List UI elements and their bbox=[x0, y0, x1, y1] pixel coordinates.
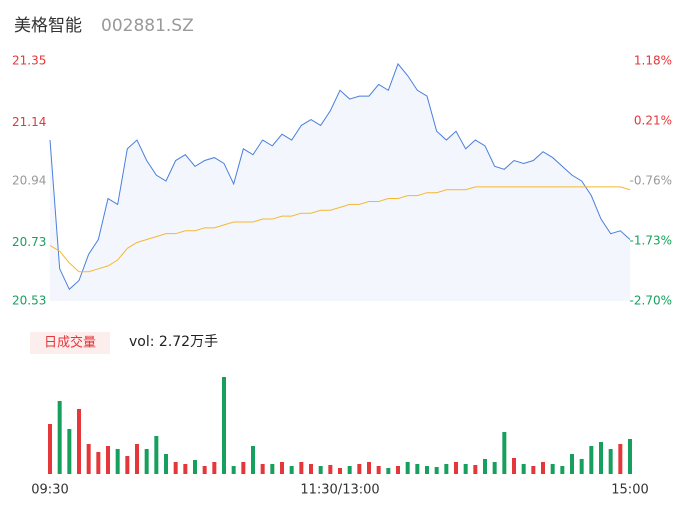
y2-tick-label: -1.73% bbox=[630, 234, 672, 248]
volume-bar bbox=[570, 454, 574, 474]
volume-bar bbox=[328, 465, 333, 474]
volume-bar bbox=[154, 436, 159, 474]
volume-bar bbox=[347, 466, 352, 474]
volume-bar bbox=[115, 449, 120, 474]
volume-bar bbox=[492, 462, 497, 474]
volume-bar bbox=[628, 439, 632, 474]
y-tick-label: 21.35 bbox=[12, 54, 46, 68]
volume-bar bbox=[541, 462, 545, 474]
volume-bar bbox=[502, 432, 507, 474]
volume-bar bbox=[193, 460, 197, 474]
y2-tick-label: 1.18% bbox=[634, 54, 672, 68]
y-tick-label: 20.94 bbox=[12, 174, 46, 188]
x-tick-label: 11:30/13:00 bbox=[300, 483, 379, 498]
volume-bar bbox=[367, 462, 371, 474]
volume-bar bbox=[376, 466, 381, 474]
volume-bar bbox=[608, 449, 613, 474]
volume-bar bbox=[318, 466, 323, 474]
volume-bar bbox=[473, 465, 478, 474]
volume-bar bbox=[125, 456, 130, 474]
stock-code: 002881.SZ bbox=[101, 16, 194, 36]
volume-bar bbox=[512, 458, 516, 474]
volume-bar bbox=[396, 466, 400, 474]
volume-bar bbox=[599, 442, 603, 474]
volume-bar bbox=[444, 464, 449, 474]
volume-bar bbox=[425, 466, 429, 474]
volume-bar bbox=[183, 464, 188, 474]
volume-bar bbox=[338, 468, 342, 474]
volume-bar bbox=[483, 459, 487, 474]
volume-bar bbox=[531, 466, 536, 474]
average-line bbox=[49, 186, 631, 273]
volume-bar bbox=[222, 377, 226, 474]
volume-bar bbox=[135, 444, 139, 474]
volume-bar bbox=[550, 464, 555, 474]
stock-name: 美格智能 bbox=[14, 16, 82, 36]
volume-bar bbox=[299, 462, 304, 474]
volume-bar bbox=[164, 454, 168, 474]
volume-bar bbox=[231, 466, 236, 474]
y2-tick-label: -0.76% bbox=[630, 174, 672, 188]
volume-bar bbox=[434, 467, 439, 474]
x-tick-label: 15:00 bbox=[611, 483, 648, 498]
price-line bbox=[49, 62, 631, 291]
y-tick-label: 20.73 bbox=[12, 235, 46, 249]
volume-bar bbox=[405, 462, 410, 474]
volume-bar bbox=[579, 459, 584, 474]
volume-bar bbox=[280, 462, 284, 474]
volume-label-bg bbox=[30, 332, 110, 354]
volume-bar bbox=[67, 429, 72, 474]
price-area bbox=[50, 63, 630, 301]
volume-label: 日成交量 bbox=[44, 335, 96, 351]
volume-bar bbox=[415, 464, 420, 474]
volume-bar bbox=[618, 444, 623, 474]
volume-bar bbox=[96, 452, 101, 474]
volume-bar bbox=[57, 401, 62, 474]
volume-bar bbox=[386, 468, 391, 474]
volume-bar bbox=[260, 464, 265, 474]
volume-bar bbox=[212, 462, 217, 474]
volume-bar bbox=[48, 424, 52, 474]
volume-bar bbox=[77, 409, 81, 474]
volume-bar bbox=[202, 466, 207, 474]
volume-bar bbox=[173, 462, 178, 474]
y-tick-label: 21.14 bbox=[12, 115, 46, 129]
volume-bar bbox=[454, 462, 458, 474]
volume-bar bbox=[589, 446, 594, 474]
volume-bar bbox=[357, 464, 362, 474]
volume-bar bbox=[270, 464, 275, 474]
volume-bar bbox=[521, 464, 526, 474]
volume-bar bbox=[251, 446, 255, 474]
volume-bar bbox=[144, 449, 149, 474]
volume-bar bbox=[86, 444, 91, 474]
volume-bar bbox=[309, 464, 313, 474]
volume-text: vol: 2.72万手 bbox=[129, 334, 218, 350]
volume-bar bbox=[463, 464, 468, 474]
y-tick-label: 20.53 bbox=[12, 294, 46, 308]
x-tick-label: 09:30 bbox=[31, 483, 68, 498]
volume-bar bbox=[289, 466, 294, 474]
y2-tick-label: 0.21% bbox=[634, 114, 672, 128]
volume-bar bbox=[106, 446, 110, 474]
y2-tick-label: -2.70% bbox=[630, 294, 672, 308]
volume-bar bbox=[560, 466, 565, 474]
volume-bar bbox=[241, 462, 246, 474]
